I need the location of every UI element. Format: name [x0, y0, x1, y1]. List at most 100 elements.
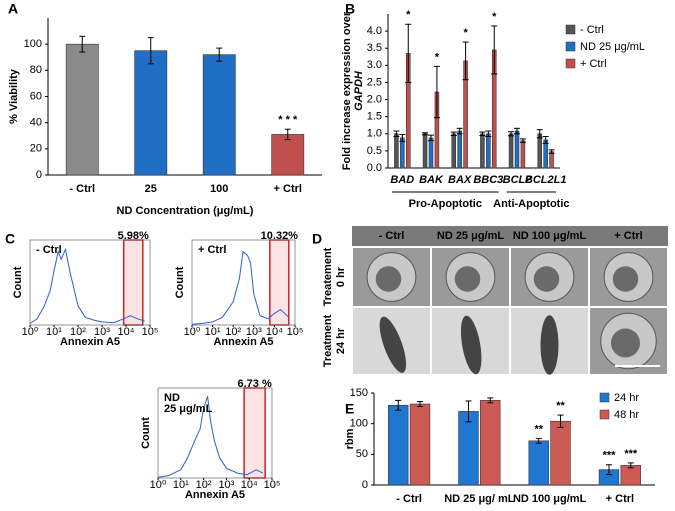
significance: **	[556, 400, 565, 412]
x-tick-label: 10⁴	[266, 326, 283, 338]
row-label: 0 hr	[335, 266, 347, 287]
legend-label: - Ctrl	[580, 24, 604, 36]
legend-swatch	[565, 24, 576, 35]
bar	[457, 130, 462, 169]
bar	[388, 404, 409, 486]
column-header: ND 25 μg/mL	[437, 230, 505, 242]
error-bar	[487, 397, 494, 404]
gate-label: 6.73 %	[238, 378, 272, 390]
x-tick-label: 10⁵	[264, 479, 281, 491]
y-tick-label: 0	[362, 479, 368, 491]
significance: ***	[603, 450, 617, 462]
bar	[486, 133, 491, 169]
embryo-yolk	[375, 266, 402, 292]
error-bar	[557, 414, 564, 428]
bar	[480, 400, 501, 486]
group-label: Anti-Apoptotic	[493, 198, 569, 210]
y-tick-label: 50	[356, 448, 368, 460]
y-axis-label: Count	[174, 266, 186, 298]
x-axis-label: Annexin A5	[60, 336, 120, 348]
error-bar	[485, 130, 492, 138]
bar	[422, 133, 428, 169]
error-bar	[433, 65, 440, 119]
panel-letter: B	[345, 1, 355, 17]
x-axis-label: Annexin A5	[185, 489, 245, 501]
y-axis-label: Fold increase expression over	[341, 11, 353, 170]
y-tick-label: 100	[24, 38, 42, 50]
y-tick-label: 2.5	[367, 76, 382, 88]
x-tick-label: 10⁵	[142, 326, 159, 338]
bar	[202, 54, 236, 176]
column-header: ND 100 μg/mL	[513, 230, 587, 242]
panel-letter: E	[345, 401, 354, 417]
x-tick-label: BBC3	[473, 174, 503, 186]
error-bar	[79, 35, 86, 53]
plot-frame	[157, 387, 273, 479]
x-tick-label: 10⁴	[118, 326, 135, 338]
x-tick-label: 10³	[246, 326, 262, 338]
error-bar	[284, 128, 291, 141]
gate-region	[122, 239, 144, 326]
embryo-yolk	[454, 266, 481, 292]
x-tick-label: - Ctrl	[69, 183, 95, 195]
group-label: Pro-Apoptotic	[409, 198, 482, 210]
y-tick-label: 2.0	[367, 93, 382, 105]
legend-swatch	[565, 41, 576, 52]
header-bar	[352, 226, 668, 246]
y-tick-label: 3.5	[367, 42, 382, 54]
x-tick-label: BAK	[419, 174, 444, 186]
y-tick-label: 1.5	[367, 111, 382, 123]
legend-swatch	[599, 392, 610, 403]
x-axis-label: Annexin A5	[213, 336, 273, 348]
y-tick-label: 150	[350, 387, 368, 399]
error-bar	[450, 131, 457, 136]
bar	[514, 130, 520, 169]
y-axis-label: Count	[140, 417, 152, 449]
x-tick-label: 10⁰	[22, 326, 39, 338]
y-tick-label: 80	[30, 64, 42, 76]
significance: *	[463, 27, 468, 39]
significance: *	[435, 51, 440, 63]
y-tick-label: 20	[30, 143, 42, 155]
y-tick-label: 0.0	[367, 162, 382, 174]
embryo-yolk	[610, 328, 641, 358]
y-tick-label: 40	[30, 117, 42, 129]
error-bar	[535, 437, 542, 444]
error-bar	[536, 129, 543, 139]
row-label: 24 hr	[335, 327, 347, 354]
bar	[528, 440, 549, 486]
legend-label: 24 hr	[614, 392, 639, 404]
error-bar	[605, 464, 612, 476]
x-tick-label: BCL2L1	[525, 174, 567, 186]
x-tick-label: 10¹	[46, 326, 62, 338]
x-tick-label: 10¹	[173, 479, 189, 491]
error-bar	[216, 47, 223, 62]
histogram-line	[157, 396, 264, 478]
error-bar	[548, 149, 555, 154]
plot-frame	[29, 239, 151, 326]
x-tick-label: + Ctrl	[606, 493, 634, 505]
x-tick-label: 10²	[196, 479, 212, 491]
x-tick-label: 10⁰	[150, 479, 167, 491]
bar	[480, 133, 485, 169]
panel-letter: C	[5, 231, 15, 247]
x-tick-label: 10⁰	[184, 326, 201, 338]
bar	[134, 50, 168, 176]
sample-label: + Ctrl	[198, 244, 226, 256]
error-bar	[405, 23, 412, 83]
error-bar	[462, 41, 469, 81]
larva	[460, 315, 482, 375]
bar	[537, 133, 543, 169]
x-tick-label: 100	[210, 183, 228, 195]
y-tick-label: 0	[36, 169, 42, 181]
x-tick-label: 10³	[94, 326, 110, 338]
error-bar	[395, 399, 402, 411]
error-bar	[417, 401, 424, 407]
x-tick-label: BCL2	[503, 174, 532, 186]
row-label: Treatment	[322, 314, 334, 367]
bar	[549, 151, 554, 169]
column-header: + Ctrl	[614, 230, 642, 242]
gate-label: 5.98%	[118, 230, 149, 242]
x-tick-label: BAD	[390, 174, 414, 186]
